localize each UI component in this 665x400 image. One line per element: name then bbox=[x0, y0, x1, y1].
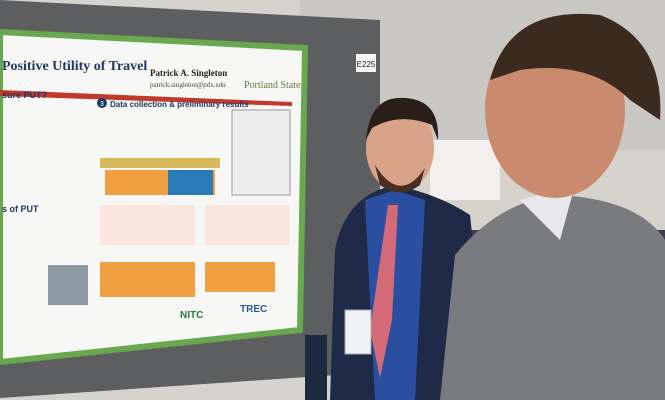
section-heading: Data collection & preliminary results bbox=[110, 100, 249, 109]
listener-collar bbox=[520, 185, 575, 240]
section-badge bbox=[97, 98, 107, 108]
poster-title: Positive Utility of Travel bbox=[2, 59, 147, 74]
poster-rule bbox=[0, 90, 292, 106]
listener-jacket bbox=[440, 195, 665, 400]
board-label: E225 bbox=[357, 60, 376, 69]
left-heading: sure PUT? bbox=[2, 90, 47, 100]
logo-nitc: NITC bbox=[180, 310, 203, 321]
presenter-tie bbox=[370, 205, 398, 378]
presenter-face bbox=[366, 104, 434, 192]
poster-chart bbox=[205, 262, 275, 292]
poster-email: patrick.singleton@pdx.edu bbox=[150, 81, 226, 89]
distant-poster bbox=[430, 140, 500, 200]
poster-chart bbox=[100, 262, 195, 297]
presenter-hair bbox=[366, 97, 439, 140]
presenter-beard bbox=[375, 165, 425, 193]
bottle bbox=[305, 335, 327, 400]
section-number: 3 bbox=[100, 101, 104, 108]
poster-chart bbox=[205, 205, 290, 245]
poster-author: Patrick A. Singleton bbox=[150, 68, 227, 78]
poster-diagram bbox=[231, 109, 291, 196]
question-banner bbox=[100, 158, 220, 168]
left-heading: s of PUT bbox=[2, 204, 39, 214]
poster-chart bbox=[168, 170, 213, 195]
logo-trec: TREC bbox=[240, 304, 267, 315]
poster-photo bbox=[48, 265, 88, 305]
name-badge bbox=[344, 309, 372, 355]
poster-chart bbox=[100, 205, 195, 245]
board-tag bbox=[356, 54, 376, 72]
listener-hair bbox=[490, 13, 661, 120]
poster-institution: Portland State bbox=[244, 80, 301, 91]
